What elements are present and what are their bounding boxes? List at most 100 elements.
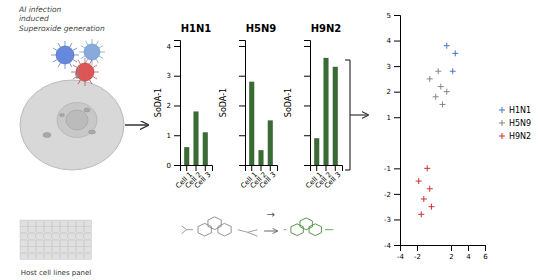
tick-label: 5 xyxy=(387,12,391,20)
well xyxy=(52,227,60,233)
y-tick xyxy=(304,76,310,77)
tick-mark xyxy=(186,165,187,171)
virus-spike xyxy=(86,59,89,63)
virus-spike xyxy=(73,65,77,68)
bar-panel: Cell 1Cell 2Cell 3H9N2SoDA-1 xyxy=(284,23,343,190)
well xyxy=(60,240,68,246)
well xyxy=(84,233,92,239)
x-tick: -4 xyxy=(397,245,405,261)
y-tick xyxy=(304,165,310,166)
axis-line xyxy=(174,41,181,166)
well xyxy=(68,240,76,246)
well xyxy=(52,220,60,226)
chart-title: H5N9 xyxy=(246,23,277,34)
tick-mark xyxy=(270,165,271,171)
well xyxy=(76,227,84,233)
bracket-line xyxy=(345,169,350,170)
virus-spike xyxy=(71,72,76,73)
y-axis xyxy=(239,41,246,166)
virus-spike xyxy=(53,48,57,51)
y-axis: 01234 xyxy=(167,41,181,170)
point xyxy=(435,68,441,74)
series xyxy=(444,43,459,75)
virus-spike xyxy=(65,64,66,69)
annotation: AI infectioninducedSuperoxide generation xyxy=(18,5,105,33)
tick-label: Cell 3 xyxy=(323,171,343,191)
well xyxy=(76,253,84,259)
tick-label: 4 xyxy=(167,43,172,51)
tick-label: 3 xyxy=(387,63,391,71)
tick-label: -4 xyxy=(397,253,405,261)
well xyxy=(44,253,52,259)
cell-body xyxy=(20,80,124,170)
tick-label: 2 xyxy=(387,88,391,96)
x-tick: Cell 3 xyxy=(323,165,343,190)
bars xyxy=(184,111,208,165)
virus-body xyxy=(76,63,94,81)
axis-line xyxy=(304,41,311,166)
y-tick: -1 xyxy=(384,165,400,173)
legend-marker xyxy=(499,107,505,113)
x-tick: -2 xyxy=(414,245,421,261)
bond xyxy=(248,232,258,236)
y-tick: 1 xyxy=(387,114,400,122)
tick-label: 2 xyxy=(449,253,453,261)
ring xyxy=(208,217,221,230)
well xyxy=(44,227,52,233)
well xyxy=(68,227,76,233)
virus-spike xyxy=(93,65,97,68)
point xyxy=(433,94,439,100)
well xyxy=(20,253,28,259)
legend-label: H1N1 xyxy=(509,106,531,115)
y-tick xyxy=(304,135,310,136)
well xyxy=(28,253,36,259)
x-tick: 6 xyxy=(483,245,488,261)
tick-mark xyxy=(261,165,262,171)
well xyxy=(36,233,44,239)
virus-spike xyxy=(73,60,77,63)
y-tick xyxy=(304,46,310,47)
legend-marker xyxy=(499,133,505,139)
well xyxy=(28,233,36,239)
y-tick xyxy=(239,76,245,77)
tick-label: 3 xyxy=(167,72,171,80)
virus-spike xyxy=(99,46,103,49)
organelle xyxy=(84,108,90,112)
virus-spike xyxy=(85,81,86,86)
y-tick: 2 xyxy=(167,102,180,110)
legend-label: H5N9 xyxy=(509,119,531,128)
legend-marker xyxy=(499,120,505,126)
virus-spike xyxy=(85,58,86,63)
well xyxy=(60,220,68,226)
point xyxy=(450,68,456,74)
well xyxy=(84,220,92,226)
annotation-line: → xyxy=(267,209,275,220)
virus-spike xyxy=(92,39,93,44)
y-tick xyxy=(304,105,310,106)
tick-label: 0 xyxy=(167,162,171,170)
tick-mark xyxy=(304,165,310,166)
y-tick xyxy=(239,105,245,106)
axis-line xyxy=(401,246,486,252)
tick-mark xyxy=(316,165,317,171)
y-tick xyxy=(239,46,245,47)
well xyxy=(84,247,92,253)
tick-mark xyxy=(174,76,180,77)
well xyxy=(76,233,84,239)
bar xyxy=(314,138,319,165)
y-tick xyxy=(239,135,245,136)
y-tick: 4 xyxy=(387,37,400,45)
bars xyxy=(314,58,338,165)
bond xyxy=(325,229,333,230)
tick-mark xyxy=(394,41,400,42)
point xyxy=(427,186,433,192)
x-axis: Cell 1Cell 2Cell 3 xyxy=(304,165,342,190)
tick-mark xyxy=(239,76,245,77)
point xyxy=(440,101,446,107)
tick-mark xyxy=(394,219,400,220)
bond xyxy=(182,230,187,234)
tick-mark xyxy=(205,165,206,171)
y-axis xyxy=(304,41,311,166)
x-tick: Cell 3 xyxy=(193,165,213,190)
y-tick: 0 xyxy=(167,162,180,170)
